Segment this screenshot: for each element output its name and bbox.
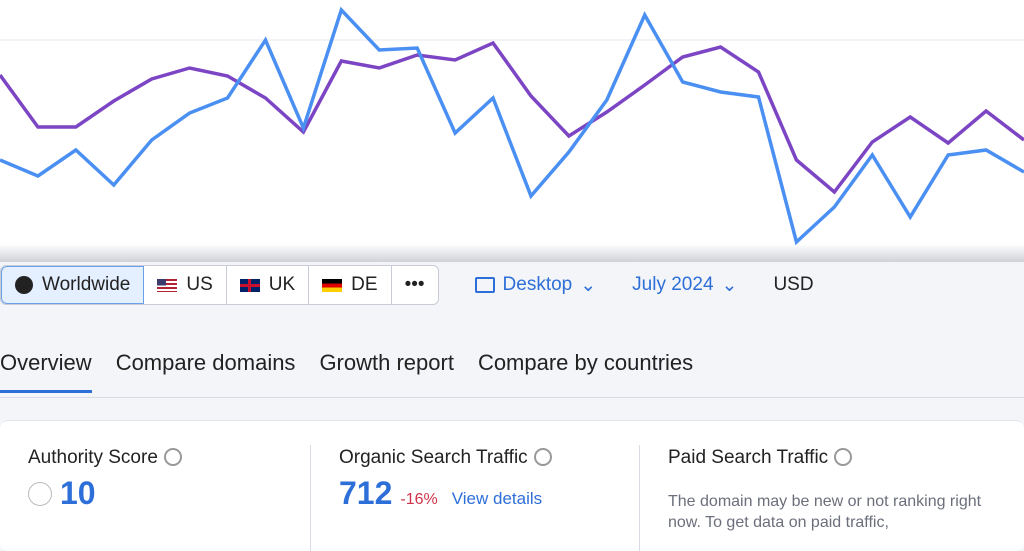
toolbar: Worldwide US UK DE ••• Desktop ⌄ July 202… (0, 265, 814, 305)
flag-icon (157, 278, 178, 292)
region-uk[interactable]: UK (227, 266, 310, 304)
date-label: July 2024 (632, 274, 714, 295)
series-line (0, 6, 1024, 246)
flag-icon (322, 278, 343, 292)
more-label: ••• (404, 274, 425, 295)
region-worldwide[interactable]: Worldwide (1, 266, 145, 304)
info-icon (834, 448, 853, 466)
card: Paid Search Traffic The domain may be ne… (639, 445, 981, 551)
traffic-chart (0, 0, 1024, 262)
currency-label: USD (773, 274, 814, 295)
region-selector: Worldwide US UK DE ••• (0, 265, 439, 305)
chevron: ⌄ (721, 274, 738, 296)
score-gauge (28, 481, 52, 506)
chart-shadow (0, 244, 1024, 262)
card-change: -16% (400, 491, 438, 508)
tab[interactable]: Compare domains (115, 350, 296, 375)
region-label: DE (351, 274, 378, 295)
flag-icon (239, 278, 260, 292)
region-label: Worldwide (42, 274, 131, 295)
tabs: Overview Compare domains Growth report C… (0, 350, 693, 393)
chevron: ⌄ (580, 274, 597, 296)
card-title: Paid Search Traffic (668, 447, 829, 468)
card-title: Authority Score (28, 447, 158, 468)
region-label: UK (268, 274, 296, 295)
card: Authority Score 10 (0, 421, 310, 551)
info-icon (163, 448, 182, 466)
card-value: 10 (60, 475, 96, 511)
region-label: US (186, 274, 213, 295)
card-value: 712 (339, 475, 393, 511)
more-regions[interactable]: ••• (392, 266, 438, 304)
series-line (0, 40, 1024, 195)
tab[interactable]: Compare by countries (477, 350, 694, 375)
tab[interactable]: Overview (0, 350, 92, 393)
region-us[interactable]: US (144, 266, 227, 304)
card-title: Organic Search Traffic (339, 447, 528, 468)
globe-icon (15, 276, 33, 294)
view-details-link[interactable]: View details (451, 489, 543, 508)
metric-cards: Authority Score 10 Organic Search Traffi… (0, 420, 1024, 551)
info-icon (533, 448, 552, 466)
region-de[interactable]: DE (309, 266, 392, 304)
tabs-divider (0, 397, 1024, 398)
currency[interactable]: USD (773, 274, 813, 296)
tab[interactable]: Growth report (319, 350, 454, 375)
device-dropdown[interactable]: Desktop ⌄ (474, 274, 597, 297)
device-label: Desktop (502, 274, 573, 295)
card: Organic Search Traffic 712 -16% View detai… (310, 445, 639, 551)
monitor-icon (474, 277, 495, 293)
date-dropdown[interactable]: July 2024 ⌄ (632, 274, 737, 297)
card-note: The domain may be new or not ranking rig… (668, 493, 982, 531)
